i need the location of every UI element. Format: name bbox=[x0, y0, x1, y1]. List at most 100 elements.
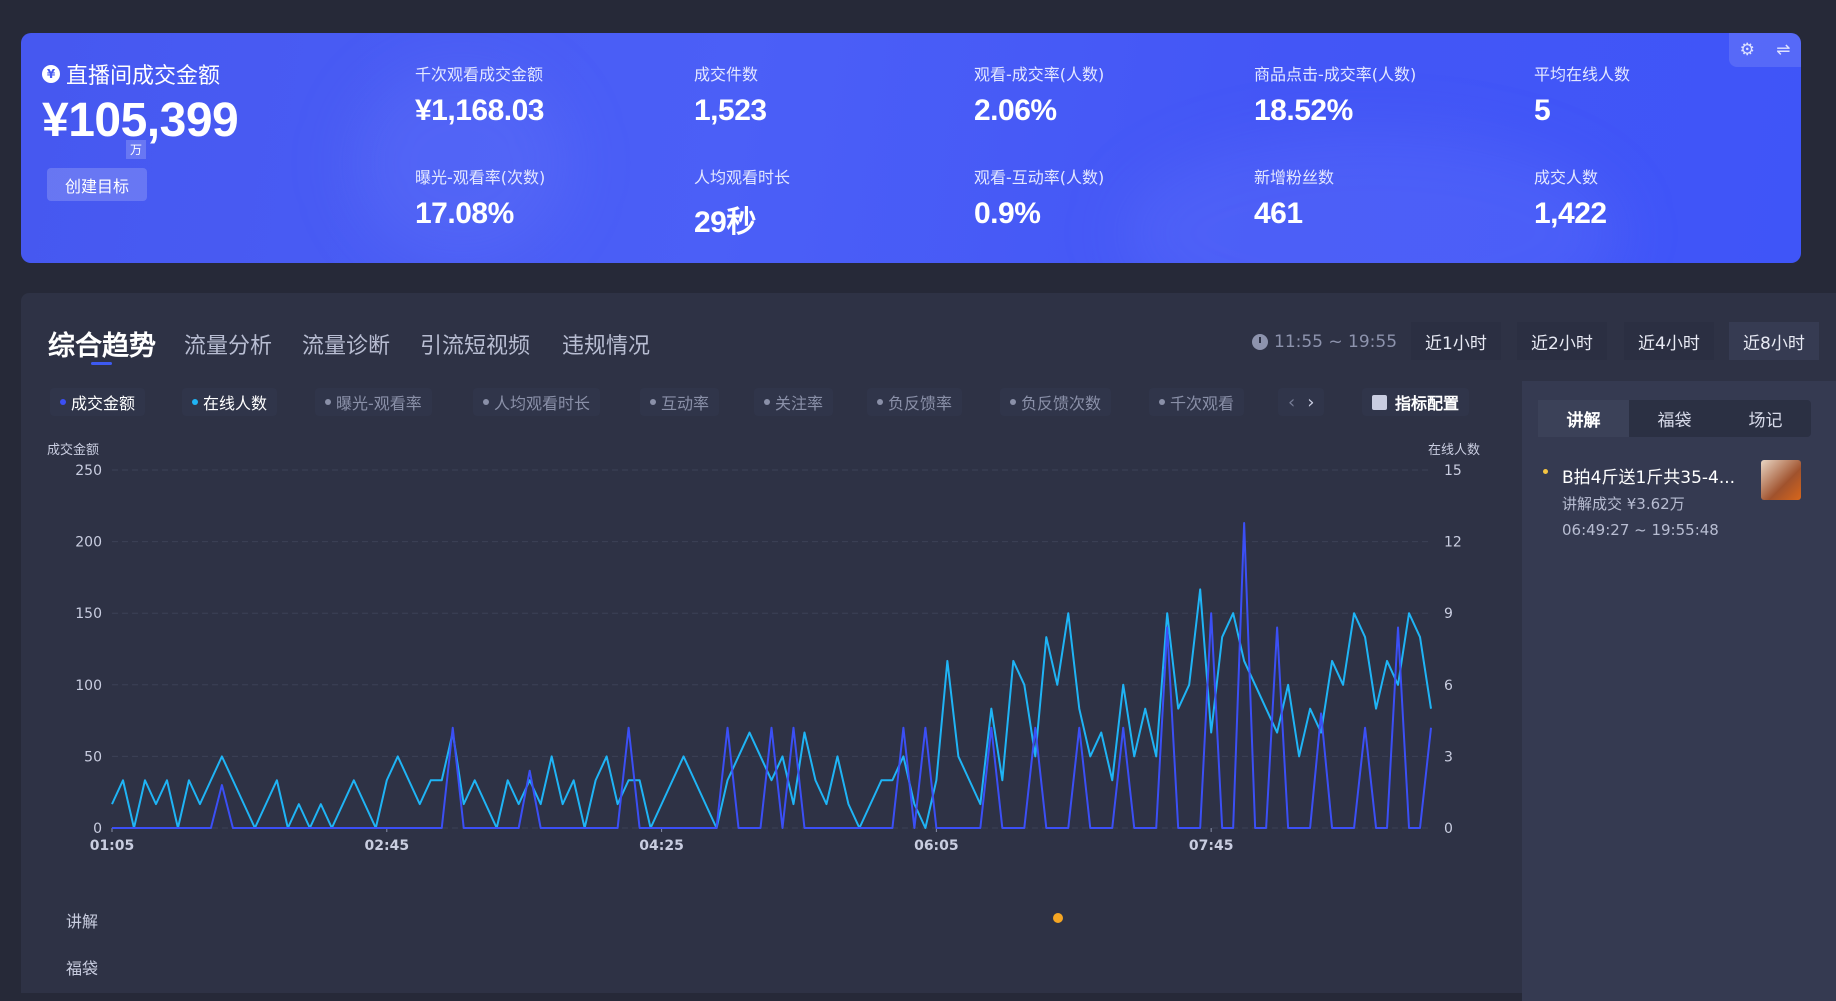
metric-value: 17.08% bbox=[415, 197, 514, 231]
product-thumbnail[interactable] bbox=[1761, 460, 1801, 500]
item-dot bbox=[1543, 469, 1548, 474]
chip-label: 关注率 bbox=[775, 390, 823, 414]
chip-dot-icon bbox=[877, 399, 883, 405]
metric-chip[interactable]: 成交金额 bbox=[50, 388, 145, 416]
metric-label: 商品点击-成交率(人数) bbox=[1254, 61, 1416, 85]
left-tick-label: 250 bbox=[75, 463, 102, 479]
metric-value: 1,422 bbox=[1534, 197, 1607, 231]
tab-1[interactable]: 流量分析 bbox=[184, 328, 272, 360]
metric-chip[interactable]: 负反馈次数 bbox=[1000, 388, 1111, 416]
clock-icon bbox=[1252, 334, 1268, 350]
banner-actions: ⚙ ⇌ bbox=[1729, 33, 1801, 67]
tab-3[interactable]: 引流短视频 bbox=[420, 328, 530, 360]
unit-badge: 万 bbox=[126, 140, 146, 159]
chip-label: 负反馈次数 bbox=[1021, 390, 1101, 414]
metric-chip[interactable]: 曝光-观看率 bbox=[315, 388, 432, 416]
time-range-text: 11:55 ~ 19:55 bbox=[1274, 332, 1397, 352]
metric-label: 千次观看成交金额 bbox=[415, 61, 543, 85]
chip-label: 人均观看时长 bbox=[494, 390, 590, 414]
series-line-sales bbox=[112, 523, 1431, 828]
left-tick-label: 0 bbox=[93, 821, 102, 837]
metric-value: 5 bbox=[1534, 94, 1550, 128]
side-tab[interactable]: 讲解 bbox=[1538, 400, 1629, 437]
metric-value: 1,523 bbox=[694, 94, 767, 128]
metric-chip[interactable]: 在线人数 bbox=[182, 388, 277, 416]
tab-2[interactable]: 流量诊断 bbox=[302, 328, 390, 360]
right-tick-label: 6 bbox=[1444, 678, 1453, 694]
right-tick-label: 3 bbox=[1444, 749, 1453, 765]
chip-dot-icon bbox=[1010, 399, 1016, 405]
x-tick-label: 07:45 bbox=[1189, 838, 1234, 854]
chip-dot-icon bbox=[650, 399, 656, 405]
metric-chip[interactable]: 互动率 bbox=[640, 388, 719, 416]
x-tick-label: 02:45 bbox=[365, 838, 410, 854]
metric-config-button[interactable]: 指标配置 bbox=[1362, 388, 1469, 416]
event-row-label: 福袋 bbox=[66, 955, 98, 979]
chip-label: 曝光-观看率 bbox=[336, 390, 422, 414]
metric-chip[interactable]: 关注率 bbox=[754, 388, 833, 416]
right-tick-label: 15 bbox=[1444, 463, 1462, 479]
metric-label: 平均在线人数 bbox=[1534, 61, 1630, 85]
item-time: 06:49:27 ~ 19:55:48 bbox=[1562, 521, 1719, 539]
chip-label: 互动率 bbox=[661, 390, 709, 414]
chip-nav: ‹ › bbox=[1278, 388, 1324, 416]
event-row-label: 讲解 bbox=[66, 908, 98, 932]
metric-label: 人均观看时长 bbox=[694, 164, 790, 188]
tab-4[interactable]: 违规情况 bbox=[562, 328, 650, 360]
gear-icon[interactable]: ⚙ bbox=[1740, 40, 1755, 60]
metric-config-label: 指标配置 bbox=[1395, 390, 1459, 414]
series-line-online bbox=[112, 589, 1431, 828]
yuan-icon: ¥ bbox=[42, 65, 60, 83]
range-button[interactable]: 近2小时 bbox=[1517, 322, 1607, 360]
metric-label: 成交件数 bbox=[694, 61, 758, 85]
summary-title-text: 直播间成交金额 bbox=[66, 58, 220, 90]
chip-label: 成交金额 bbox=[71, 390, 135, 414]
metric-chip[interactable]: 千次观看 bbox=[1149, 388, 1244, 416]
side-tab[interactable]: 场记 bbox=[1720, 400, 1811, 437]
metric-label: 成交人数 bbox=[1534, 164, 1598, 188]
item-subtitle: 讲解成交 ¥3.62万 bbox=[1562, 493, 1685, 514]
chevron-right-icon[interactable]: › bbox=[1307, 392, 1314, 413]
left-tick-label: 100 bbox=[75, 678, 102, 694]
explain-event-marker[interactable] bbox=[1053, 913, 1063, 923]
switch-icon[interactable]: ⇌ bbox=[1776, 40, 1790, 60]
x-tick-label: 06:05 bbox=[914, 838, 959, 854]
create-goal-button[interactable]: 创建目标 bbox=[47, 168, 147, 201]
chip-dot-icon bbox=[325, 399, 331, 405]
config-icon bbox=[1372, 395, 1387, 410]
range-button[interactable]: 近4小时 bbox=[1624, 322, 1714, 360]
metric-value: 461 bbox=[1254, 197, 1303, 231]
chevron-left-icon[interactable]: ‹ bbox=[1288, 392, 1295, 413]
chip-dot-icon bbox=[483, 399, 489, 405]
range-button[interactable]: 近1小时 bbox=[1411, 322, 1501, 360]
time-range: 11:55 ~ 19:55 bbox=[1252, 332, 1397, 352]
left-tick-label: 150 bbox=[75, 606, 102, 622]
metric-value: 2.06% bbox=[974, 94, 1057, 128]
metric-value: 0.9% bbox=[974, 197, 1040, 231]
chip-label: 在线人数 bbox=[203, 390, 267, 414]
right-tick-label: 9 bbox=[1444, 606, 1453, 622]
x-tick-label: 01:05 bbox=[90, 838, 135, 854]
chip-label: 千次观看 bbox=[1170, 390, 1234, 414]
metric-chip[interactable]: 人均观看时长 bbox=[473, 388, 600, 416]
metric-value: 18.52% bbox=[1254, 94, 1353, 128]
side-tab[interactable]: 福袋 bbox=[1629, 400, 1720, 437]
tab-0[interactable]: 综合趋势 bbox=[48, 324, 156, 363]
metric-value: ¥1,168.03 bbox=[415, 94, 544, 128]
metric-label: 曝光-观看率(次数) bbox=[415, 164, 545, 188]
x-tick-label: 04:25 bbox=[639, 838, 684, 854]
metric-label: 新增粉丝数 bbox=[1254, 164, 1334, 188]
chip-label: 负反馈率 bbox=[888, 390, 952, 414]
metric-value: 29秒 bbox=[694, 197, 756, 241]
item-title[interactable]: B拍4斤送1斤共35-4... bbox=[1562, 463, 1735, 488]
left-tick-label: 50 bbox=[84, 749, 102, 765]
side-tabs: 讲解福袋场记 bbox=[1538, 400, 1811, 437]
metric-chip[interactable]: 负反馈率 bbox=[867, 388, 962, 416]
chip-dot-icon bbox=[192, 399, 198, 405]
right-tick-label: 0 bbox=[1444, 821, 1453, 837]
summary-title: ¥ 直播间成交金额 bbox=[42, 58, 220, 90]
range-button[interactable]: 近8小时 bbox=[1729, 322, 1819, 360]
chip-dot-icon bbox=[60, 399, 66, 405]
metric-label: 观看-成交率(人数) bbox=[974, 61, 1104, 85]
